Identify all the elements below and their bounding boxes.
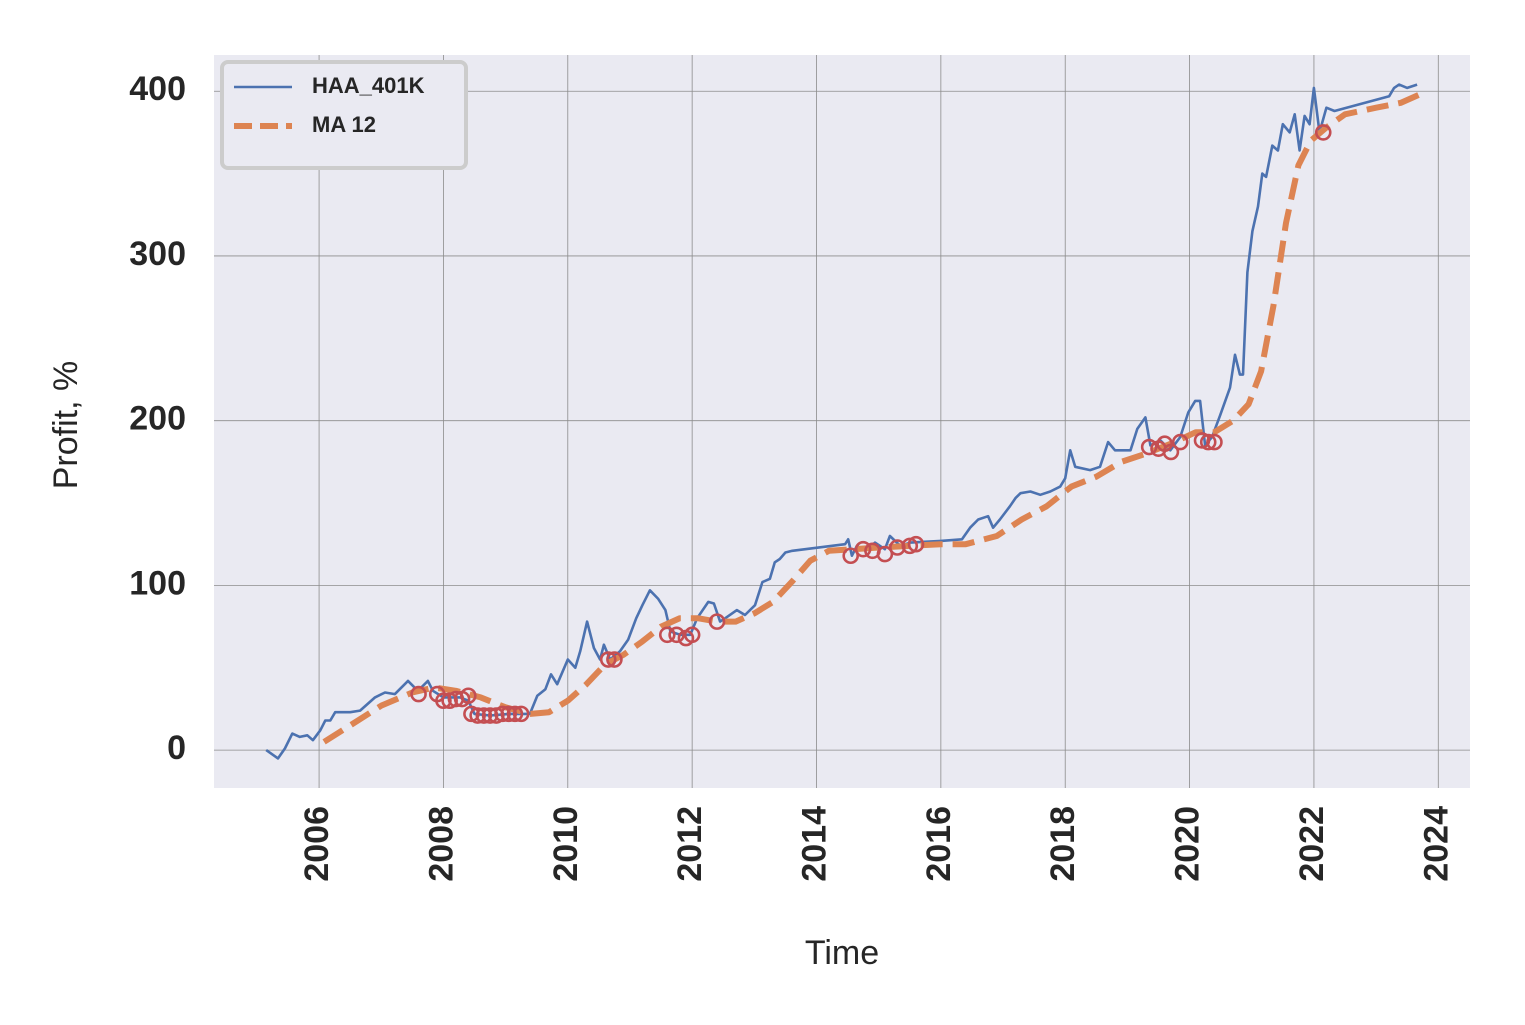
x-tick-label: 2016 xyxy=(920,806,958,882)
grid xyxy=(214,55,1470,788)
y-axis-label: Profit, % xyxy=(47,361,85,489)
x-tick-label: 2012 xyxy=(671,806,709,882)
marker xyxy=(1162,443,1180,461)
marker xyxy=(842,547,860,565)
marker xyxy=(876,545,894,563)
y-tick-label: 300 xyxy=(129,235,186,273)
marker xyxy=(599,651,617,668)
x-tick-label: 2010 xyxy=(547,806,585,882)
marker xyxy=(668,626,685,644)
marker xyxy=(460,687,477,705)
marker xyxy=(1140,438,1158,456)
x-tick-label: 2008 xyxy=(422,806,460,882)
marker xyxy=(854,540,872,558)
marker xyxy=(606,651,623,668)
legend: HAA_401K MA 12 xyxy=(220,60,468,170)
marker xyxy=(683,626,701,644)
legend-label: HAA_401K xyxy=(312,73,425,98)
marker xyxy=(469,707,486,724)
marker xyxy=(435,692,452,709)
marker xyxy=(1171,433,1189,451)
marker xyxy=(512,705,530,723)
marks xyxy=(265,83,1421,760)
marker xyxy=(494,705,511,723)
marker xyxy=(475,707,493,724)
x-tick-label: 2006 xyxy=(298,806,336,882)
x-tick-label: 2020 xyxy=(1169,806,1207,882)
legend-label: MA 12 xyxy=(312,112,376,137)
marker xyxy=(708,613,726,630)
y-tick-label: 200 xyxy=(129,400,186,438)
x-tick-label: 2018 xyxy=(1044,806,1082,882)
marker xyxy=(889,539,906,556)
marker xyxy=(907,535,925,553)
x-tick-label: 2014 xyxy=(795,806,833,882)
x-tick-label: 2022 xyxy=(1293,806,1331,882)
marker xyxy=(481,707,499,724)
marker xyxy=(1314,124,1332,141)
marker xyxy=(506,705,524,723)
y-tick-label: 400 xyxy=(129,70,186,108)
legend-box xyxy=(220,60,468,170)
marker xyxy=(500,705,518,723)
y-tick-label: 0 xyxy=(167,729,186,767)
marker xyxy=(1206,433,1223,451)
marker xyxy=(1199,433,1217,451)
x-axis-label: Time xyxy=(805,934,879,972)
x-tick-label: 2024 xyxy=(1417,806,1455,882)
marker xyxy=(410,685,427,703)
marker xyxy=(658,626,676,644)
y-tick-label: 100 xyxy=(129,564,186,602)
